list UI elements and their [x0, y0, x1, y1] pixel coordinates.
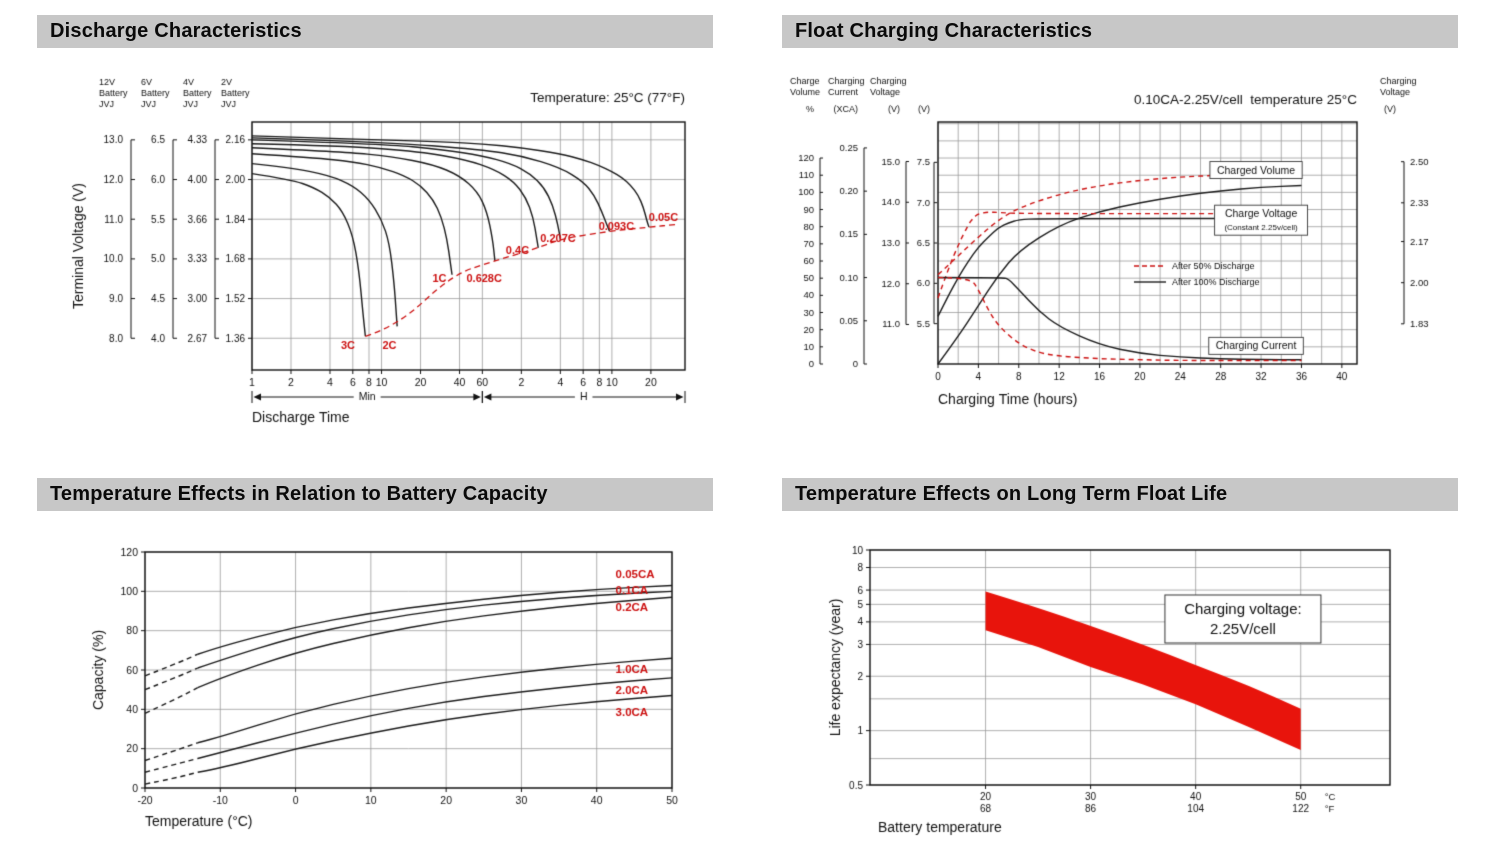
temperature-capacity-section-title: Temperature Effects in Relation to Batte… [37, 478, 713, 511]
discharge-section-title: Discharge Characteristics [37, 15, 713, 48]
temperature-capacity-chart [37, 517, 713, 843]
float-charging-section: Float Charging Characteristics [782, 15, 1458, 446]
float-life-chart [782, 517, 1458, 843]
discharge-characteristics-section: Discharge Characteristics [37, 15, 713, 446]
float-life-section: Temperature Effects on Long Term Float L… [782, 478, 1458, 843]
float-charging-chart [782, 54, 1458, 446]
temperature-capacity-section: Temperature Effects in Relation to Batte… [37, 478, 713, 843]
discharge-characteristics-chart [37, 54, 713, 446]
float-life-section-title: Temperature Effects on Long Term Float L… [782, 478, 1458, 511]
float-charging-section-title: Float Charging Characteristics [782, 15, 1458, 48]
